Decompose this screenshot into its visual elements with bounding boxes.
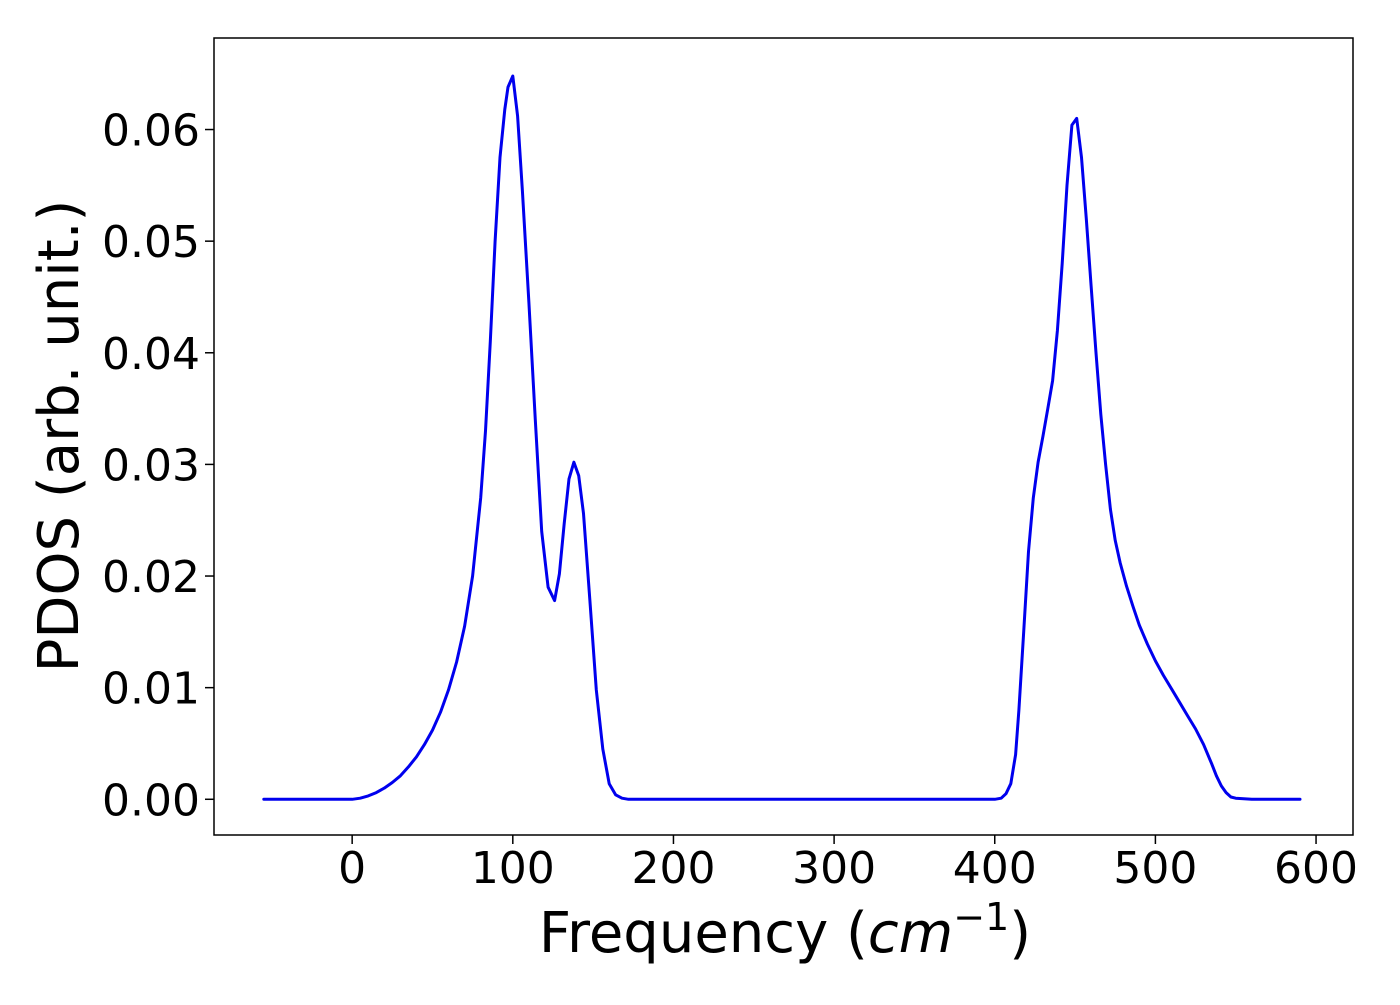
x-axis-label: Frequency (cm−1) — [539, 895, 1031, 966]
series-line-0 — [262, 74, 1302, 801]
x-tick-label: 400 — [953, 843, 1037, 894]
series-layer — [262, 74, 1302, 801]
y-tick-label: 0.03 — [102, 440, 200, 491]
y-tick-label: 0.01 — [102, 664, 200, 715]
y-axis-label: PDOS (arb. unit.) — [27, 200, 92, 673]
y-tick-label: 0.00 — [102, 775, 200, 826]
plot-area-frame — [213, 37, 1354, 836]
y-axis-ticks: 0.00 0.01 0.02 0.03 0.04 0.05 0.06 — [102, 106, 214, 826]
x-tick-label: 0 — [338, 843, 366, 894]
y-tick-label: 0.05 — [102, 217, 200, 268]
y-tick-label: 0.02 — [102, 552, 200, 603]
x-tick-label: 100 — [471, 843, 555, 894]
y-tick-label: 0.04 — [102, 329, 200, 380]
x-tick-label: 600 — [1274, 843, 1358, 894]
x-tick-label: 200 — [631, 843, 715, 894]
x-tick-label: 500 — [1113, 843, 1197, 894]
y-tick-label: 0.06 — [102, 106, 200, 157]
x-tick-label: 300 — [792, 843, 876, 894]
x-axis-ticks: 0 100 200 300 400 500 600 — [338, 835, 1358, 894]
